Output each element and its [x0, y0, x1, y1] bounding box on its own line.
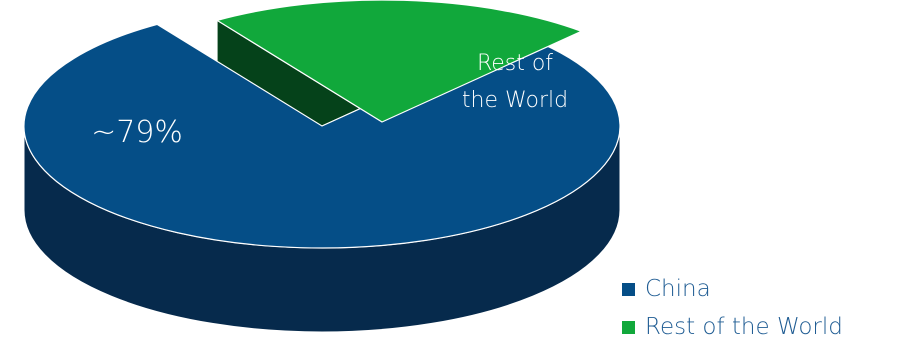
legend-swatch-china	[622, 282, 635, 296]
legend-item-china: China	[622, 276, 843, 302]
slice-rest-of-world	[215, 0, 583, 123]
slice-labels: ~79% Rest of the World	[91, 51, 568, 150]
legend-label-china: China	[645, 276, 711, 302]
slice-label-rest-of-world: Rest of the World	[462, 51, 568, 113]
slice-label-china: ~79%	[91, 115, 183, 150]
legend-swatch-rest-of-world	[622, 320, 635, 334]
slice-tops	[23, 0, 621, 249]
legend-item-rest-of-world: Rest of the World	[622, 314, 843, 340]
legend: China Rest of the World	[622, 276, 843, 352]
legend-label-rest-of-world: Rest of the World	[645, 314, 843, 340]
